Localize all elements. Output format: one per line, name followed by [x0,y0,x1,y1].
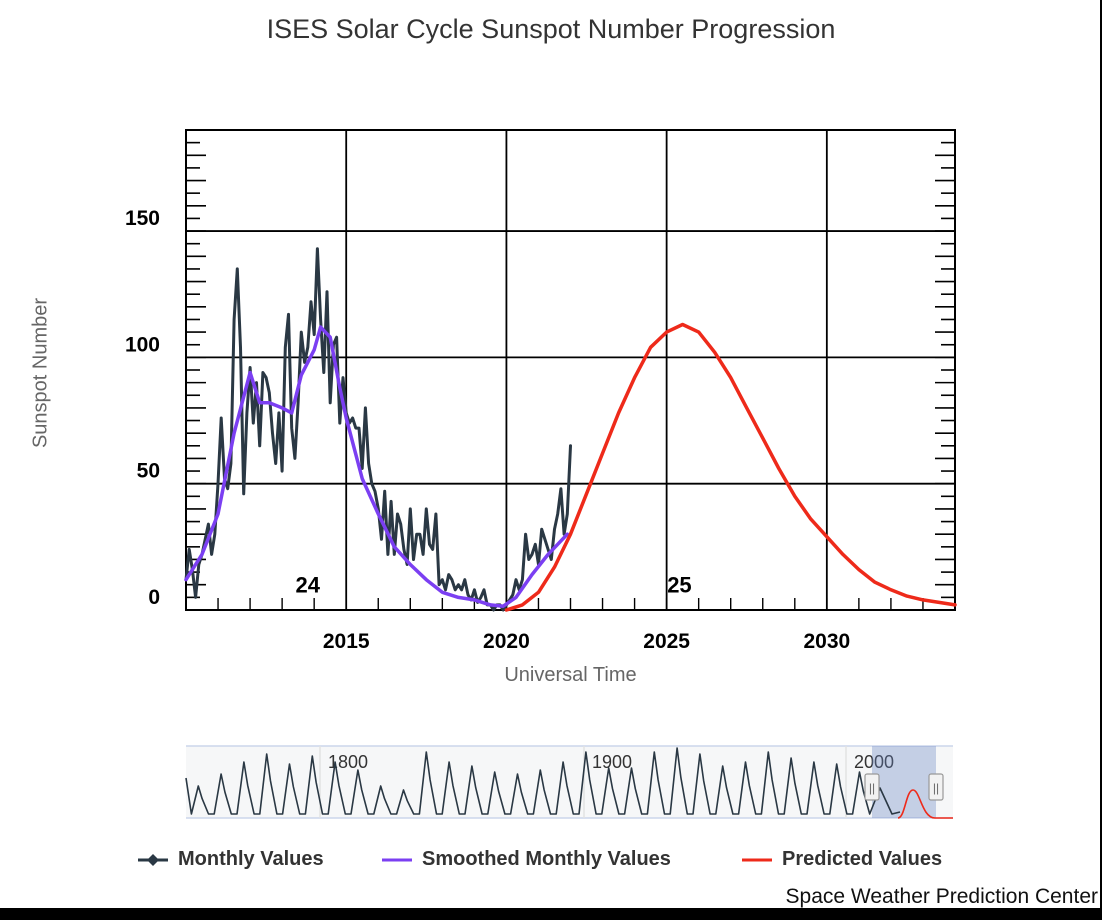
legend-label-smoothed: Smoothed Monthly Values [422,848,671,870]
navigator-background [186,746,953,818]
navigator-label: 1800 [328,752,368,772]
credit-text[interactable]: Space Weather Prediction Center [785,885,1098,908]
navigator-handle-right[interactable]: || [928,773,944,801]
line-with-diamond-marker-icon [138,853,168,866]
y-tick-label: 100 [125,333,160,356]
y-tick-label: 50 [137,460,160,483]
navigator-selection[interactable] [872,746,936,818]
cycle-label: 24 [296,573,321,598]
navigator-label: 2000 [854,752,894,772]
handle-body[interactable] [864,773,880,801]
navigator-predicted-line [897,789,953,819]
handle-body[interactable] [928,773,944,801]
cycle-label: 25 [667,573,691,598]
legend-item-smoothed[interactable]: Smoothed Monthly Values [382,848,671,871]
legend-label-monthly: Monthly Values [178,848,324,870]
handle-grip-icon: || [869,781,875,795]
legend-label-predicted: Predicted Values [782,848,943,870]
x-tick-label: 2030 [803,630,850,653]
navigator-label: 1900 [592,752,632,772]
y-tick-label: 0 [148,586,160,609]
x-tick-label: 2015 [323,630,370,653]
chart-title: ISES Solar Cycle Sunspot Number Progress… [266,14,836,44]
navigator-handle-left[interactable]: || [864,773,880,801]
legend-item-monthly[interactable]: Monthly Values [138,848,324,871]
x-tick-label: 2025 [643,630,690,653]
navigator-monthly-line [185,747,901,815]
legend: Monthly Values Smoothed Monthly Values P… [0,848,1102,878]
x-tick-label: 2020 [483,630,530,653]
series-line-predicted-values [504,322,957,612]
series-line-monthly-values [184,247,572,612]
y-tick-label: 150 [125,207,160,230]
handle-grip-icon: || [933,781,939,795]
x-axis-title: Universal Time [504,664,637,686]
line-icon [382,858,412,861]
main-chart: 0 50 100 150 2015 2020 2025 2030 24 25 [125,129,957,653]
line-icon [742,858,772,861]
series-line-smoothed-monthly-values [184,325,570,608]
legend-item-predicted[interactable]: Predicted Values [742,848,942,871]
range-navigator[interactable]: 1800 1900 2000 || || [0,738,1102,838]
